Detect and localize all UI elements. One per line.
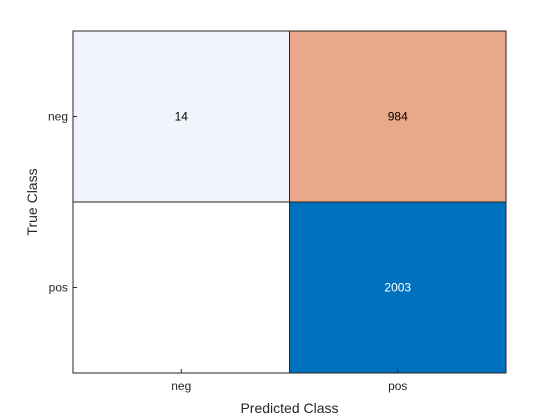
heatmap-cell-neg-neg xyxy=(72,30,290,203)
x-axis-ticks: neg pos xyxy=(171,369,407,393)
y-tick-label: neg xyxy=(48,110,68,124)
heatmap-cell-pos-neg xyxy=(72,201,290,374)
y-axis-ticks: neg pos xyxy=(48,110,77,295)
heatmap-cell-neg-pos xyxy=(289,30,507,203)
y-axis-title: True Class xyxy=(24,168,40,235)
heatmap-cell-labels: 14 984 2003 xyxy=(175,110,412,295)
heatmap-cells xyxy=(72,30,507,374)
x-tick-label: neg xyxy=(171,379,191,393)
y-tick-label: pos xyxy=(49,281,68,295)
heatmap-cell-pos-pos xyxy=(289,201,507,374)
plot-frame xyxy=(72,30,507,374)
cell-value-label: 984 xyxy=(388,110,408,124)
cell-value-label: 14 xyxy=(175,110,189,124)
x-tick-label: pos xyxy=(388,379,407,393)
x-axis-title: Predicted Class xyxy=(240,400,338,416)
cell-value-label: 2003 xyxy=(384,281,411,295)
